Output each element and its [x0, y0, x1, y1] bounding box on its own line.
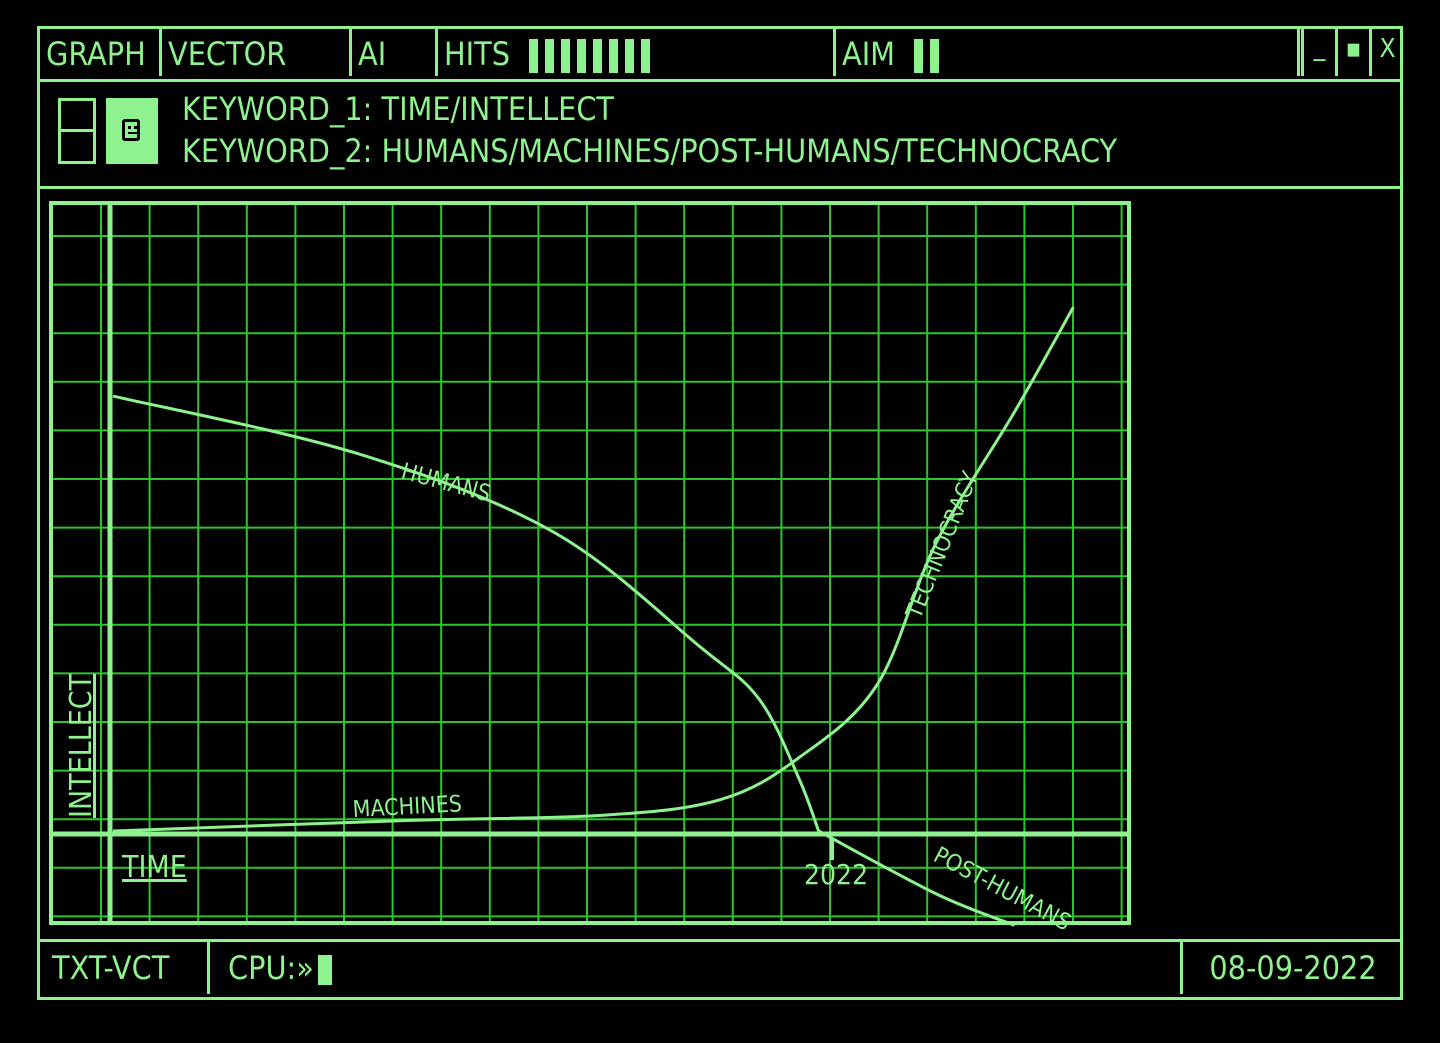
series-line-post-humans [817, 829, 1016, 927]
app-window: GRAPH VECTOR AI HITS AIM _ ▪ X KEYWORD_1… [37, 26, 1403, 1000]
tab-vector[interactable]: VECTOR [162, 29, 352, 76]
tab-graph[interactable]: GRAPH [40, 29, 162, 76]
tab-vector-label: VECTOR [168, 35, 287, 73]
level-bar [930, 39, 940, 73]
keyword-2: KEYWORD_2: HUMANS/MACHINES/POST-HUMANS/T… [182, 132, 1118, 170]
level-bar [529, 39, 539, 73]
level-bar [577, 39, 587, 73]
date-text: 08-09-2022 [1209, 949, 1377, 987]
series-label-machines: MACHINES [352, 791, 463, 823]
close-icon: X [1379, 34, 1396, 64]
tab-graph-label: GRAPH [46, 35, 146, 73]
level-bar [914, 39, 924, 73]
level-bar [609, 39, 619, 73]
date-display: 08-09-2022 [1180, 942, 1403, 994]
cpu-prompt[interactable]: CPU:» [228, 942, 332, 994]
text-cursor [317, 955, 332, 985]
aim-label: AIM [842, 35, 896, 73]
minimize-button[interactable]: _ [1301, 29, 1335, 76]
aim-indicator: AIM [836, 29, 1300, 76]
top-toolbar: GRAPH VECTOR AI HITS AIM _ ▪ X [40, 29, 1400, 82]
keyword-header: KEYWORD_1: TIME/INTELLECT KEYWORD_2: HUM… [40, 82, 1400, 189]
x-axis-label: TIME [121, 850, 187, 885]
level-bar [593, 39, 603, 73]
cpu-label: CPU:» [228, 949, 314, 987]
maximize-icon: ▪ [1345, 34, 1362, 64]
tab-ai[interactable]: AI [352, 29, 438, 76]
chart-grid [51, 203, 1129, 923]
mode-text: TXT-VCT [52, 949, 170, 987]
status-bar: TXT-VCT CPU:» 08-09-2022 [40, 939, 1400, 997]
tab-ai-label: AI [358, 35, 387, 73]
panel-icon[interactable] [58, 98, 96, 164]
x-marker-label: 2022 [804, 858, 868, 891]
aim-level-bars [914, 39, 946, 73]
level-bar [625, 39, 635, 73]
keyword-1: KEYWORD_1: TIME/INTELLECT [182, 90, 614, 128]
maximize-button[interactable]: ▪ [1335, 29, 1369, 76]
y-axis-label: INTELLECT [64, 673, 99, 818]
robot-icon[interactable] [106, 98, 158, 164]
series-line-humans [112, 394, 821, 832]
hits-indicator: HITS [438, 29, 836, 76]
level-bar [545, 39, 555, 73]
level-bar [641, 39, 651, 73]
series-label-technocracy: TECHNOCRACY [901, 468, 984, 623]
series-label-humans: HUMANS [398, 459, 493, 508]
plot-frame [49, 201, 1131, 925]
hits-level-bars [529, 39, 657, 73]
mode-label: TXT-VCT [40, 942, 210, 994]
series-line-machines [112, 306, 1075, 833]
level-bar [561, 39, 571, 73]
hits-label: HITS [444, 35, 510, 73]
series-layer [112, 306, 1075, 927]
minimize-icon: _ [1313, 32, 1326, 62]
close-button[interactable]: X [1369, 29, 1403, 76]
